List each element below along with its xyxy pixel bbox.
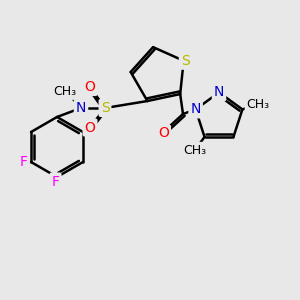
Text: N: N bbox=[214, 85, 224, 99]
Text: F: F bbox=[52, 175, 59, 188]
Text: CH₃: CH₃ bbox=[53, 85, 76, 98]
Text: S: S bbox=[100, 101, 109, 115]
Text: N: N bbox=[76, 101, 86, 115]
Text: N: N bbox=[190, 102, 201, 116]
Text: F: F bbox=[20, 155, 28, 169]
Text: CH₃: CH₃ bbox=[247, 98, 270, 111]
Text: O: O bbox=[158, 127, 169, 140]
Text: S: S bbox=[181, 54, 190, 68]
Text: O: O bbox=[85, 80, 95, 94]
Text: O: O bbox=[85, 121, 95, 134]
Text: CH₃: CH₃ bbox=[183, 144, 206, 157]
